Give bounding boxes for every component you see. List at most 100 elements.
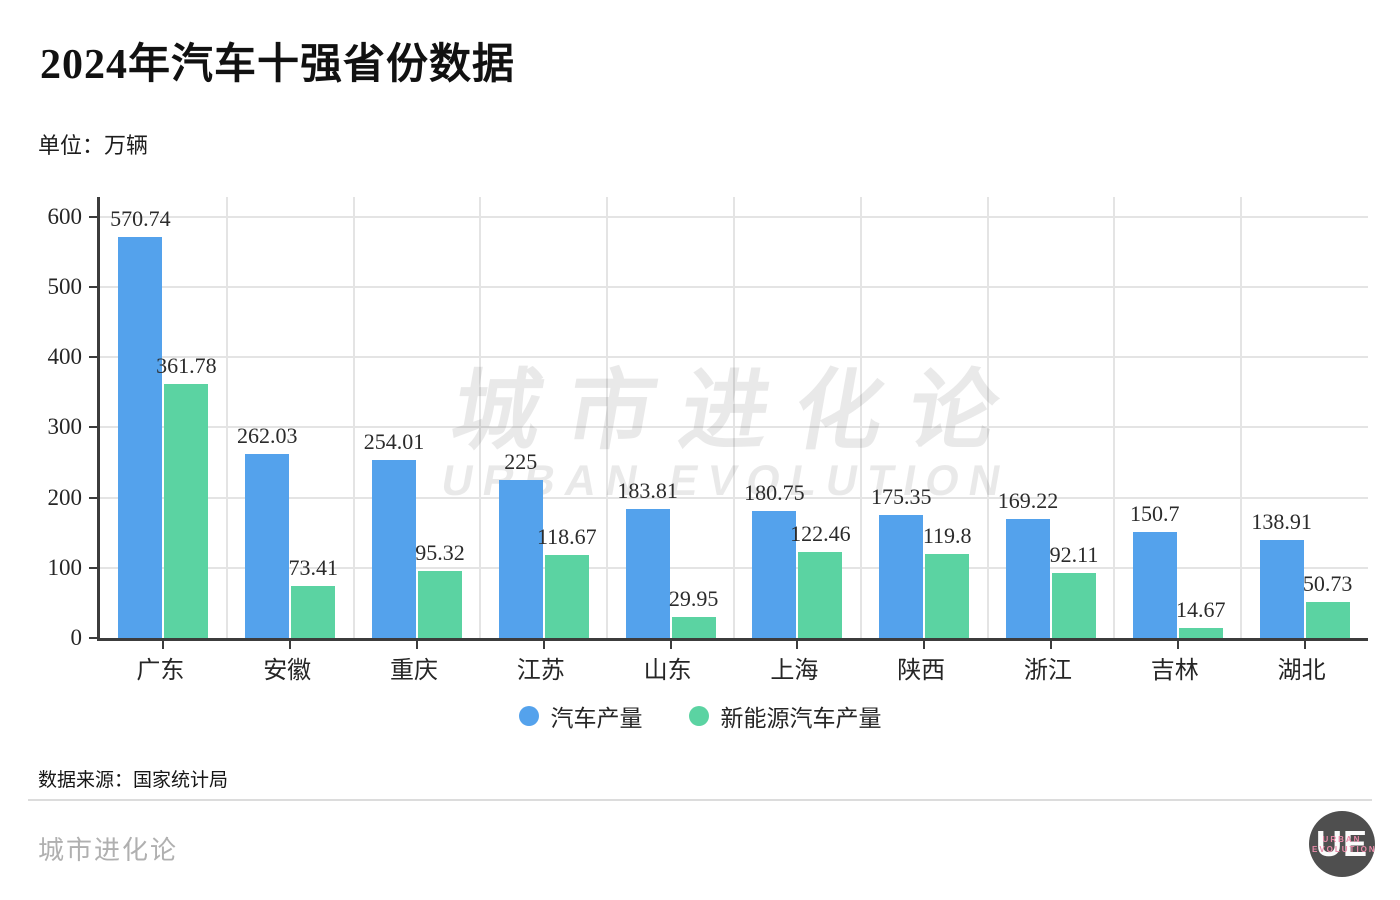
- legend-item: 汽车产量: [518, 699, 643, 733]
- y-axis-tick: [89, 285, 97, 288]
- gridline-v: [606, 197, 609, 638]
- legend-series-label: 新能源汽车产量: [720, 706, 882, 731]
- gridline-v: [479, 197, 482, 638]
- x-axis-tick: [542, 641, 545, 649]
- logo-ue-monogram: UE: [1315, 823, 1368, 864]
- page-title: 2024年汽车十强省份数据: [40, 42, 516, 88]
- bar-nev-production: [1305, 602, 1350, 638]
- x-axis-tick: [1050, 641, 1052, 649]
- bar-nev-production: [164, 383, 209, 638]
- y-tick-label: 300: [47, 414, 83, 440]
- x-axis-tick: [162, 641, 165, 649]
- bar-auto-production: [1006, 519, 1050, 638]
- legend-series-label: 汽车产量: [550, 706, 643, 731]
- bar-nev-production: [798, 551, 843, 638]
- bar-auto-production: [245, 453, 290, 638]
- bar-value-label: 175.35: [870, 483, 932, 509]
- bar-auto-production: [752, 511, 797, 638]
- bar-value-label: 73.41: [288, 555, 338, 581]
- gridline-v: [225, 197, 228, 638]
- bar-auto-production: [625, 508, 670, 638]
- y-axis-tick: [89, 426, 97, 429]
- bar-nev-production: [544, 554, 589, 638]
- legend-color-dot: [688, 706, 709, 726]
- footer-divider: [28, 799, 1372, 801]
- x-axis-tick: [1303, 641, 1306, 649]
- urban-evolution-logo: UE URBAN EVOLUTION: [1309, 811, 1375, 877]
- bar-value-label: 50.73: [1302, 571, 1353, 597]
- legend-item: 新能源汽车产量: [688, 699, 882, 733]
- x-category-label: 山东: [643, 658, 692, 684]
- bar-nev-production: [1178, 627, 1223, 638]
- data-source-note: 数据来源：国家统计局: [38, 770, 229, 791]
- gridline-v: [352, 197, 355, 638]
- bar-auto-production: [372, 459, 416, 638]
- bar-value-label: 361.78: [156, 352, 217, 378]
- y-axis-tick: [89, 215, 97, 218]
- bar-nev-production: [671, 616, 716, 638]
- bar-nev-production: [925, 553, 970, 638]
- bar-nev-production: [1052, 573, 1096, 638]
- bar-value-label: 183.81: [617, 477, 678, 503]
- y-axis-tick: [89, 566, 97, 569]
- x-category-label: 上海: [770, 658, 819, 684]
- bar-auto-production: [498, 479, 543, 638]
- y-tick-label: 500: [47, 273, 83, 299]
- bar-value-label: 138.91: [1251, 509, 1312, 535]
- bar-chart-plot-area: 城市进化论 URBAN EVOLUTION 570.74 361.78 262.03…: [89, 197, 1368, 649]
- bar-auto-production: [879, 514, 924, 638]
- gridline-v: [1113, 197, 1116, 638]
- x-axis-tick: [796, 641, 799, 649]
- bar-value-label: 254.01: [363, 428, 425, 454]
- bar-value-label: 119.8: [922, 522, 972, 548]
- gridline-v: [733, 197, 735, 638]
- y-tick-label: 400: [47, 344, 83, 369]
- y-axis-tick: [89, 496, 97, 499]
- x-axis-tick: [289, 641, 292, 649]
- y-axis-tick: [89, 637, 97, 639]
- bar-value-label: 92.11: [1049, 542, 1099, 568]
- bar-value-label: 95.32: [415, 540, 465, 566]
- y-tick-label: 600: [47, 203, 83, 229]
- x-axis-tick: [1176, 641, 1179, 649]
- x-axis-tick: [923, 641, 926, 649]
- x-category-label: 广东: [136, 658, 185, 684]
- x-axis-tick: [416, 641, 418, 649]
- y-tick-label: 0: [70, 625, 83, 650]
- bar-value-label: 29.95: [668, 585, 719, 611]
- footer-brand-text: 城市进化论: [38, 836, 179, 865]
- y-axis-tick: [89, 356, 97, 358]
- bar-value-label: 169.22: [997, 488, 1059, 514]
- x-category-label: 吉林: [1150, 658, 1199, 684]
- bar-auto-production: [1132, 532, 1177, 638]
- gridline-v: [859, 197, 862, 638]
- bar-auto-production: [118, 237, 163, 638]
- bar-nev-production: [291, 586, 336, 638]
- bar-value-label: 118.67: [536, 523, 597, 549]
- bar-nev-production: [418, 571, 462, 638]
- x-category-label: 陕西: [897, 658, 946, 684]
- y-tick-label: 200: [47, 484, 83, 510]
- x-category-label: 湖北: [1277, 658, 1326, 684]
- bar-value-label: 180.75: [744, 480, 805, 506]
- y-tick-label: 100: [47, 554, 83, 580]
- bar-value-label: 570.74: [110, 206, 171, 232]
- legend-color-dot: [518, 706, 539, 726]
- x-category-label: 江苏: [516, 658, 565, 684]
- gridline-v: [986, 197, 989, 638]
- bar-value-label: 14.67: [1176, 596, 1226, 622]
- x-category-label: 重庆: [390, 658, 438, 684]
- x-category-label: 安徽: [263, 658, 312, 684]
- x-category-label: 浙江: [1024, 658, 1072, 684]
- bar-auto-production: [1259, 540, 1304, 638]
- logo-subtitle: URBAN EVOLUTION: [1312, 835, 1377, 854]
- bar-value-label: 262.03: [236, 422, 298, 448]
- bar-value-label: 122.46: [790, 520, 851, 546]
- chart-legend: 汽车产量 新能源汽车产量: [0, 699, 1400, 733]
- bar-value-label: 225: [504, 448, 538, 474]
- gridline-v: [1240, 197, 1243, 638]
- unit-label: 单位：万辆: [38, 133, 149, 158]
- x-axis-tick: [669, 641, 672, 649]
- bar-value-label: 150.7: [1130, 501, 1180, 527]
